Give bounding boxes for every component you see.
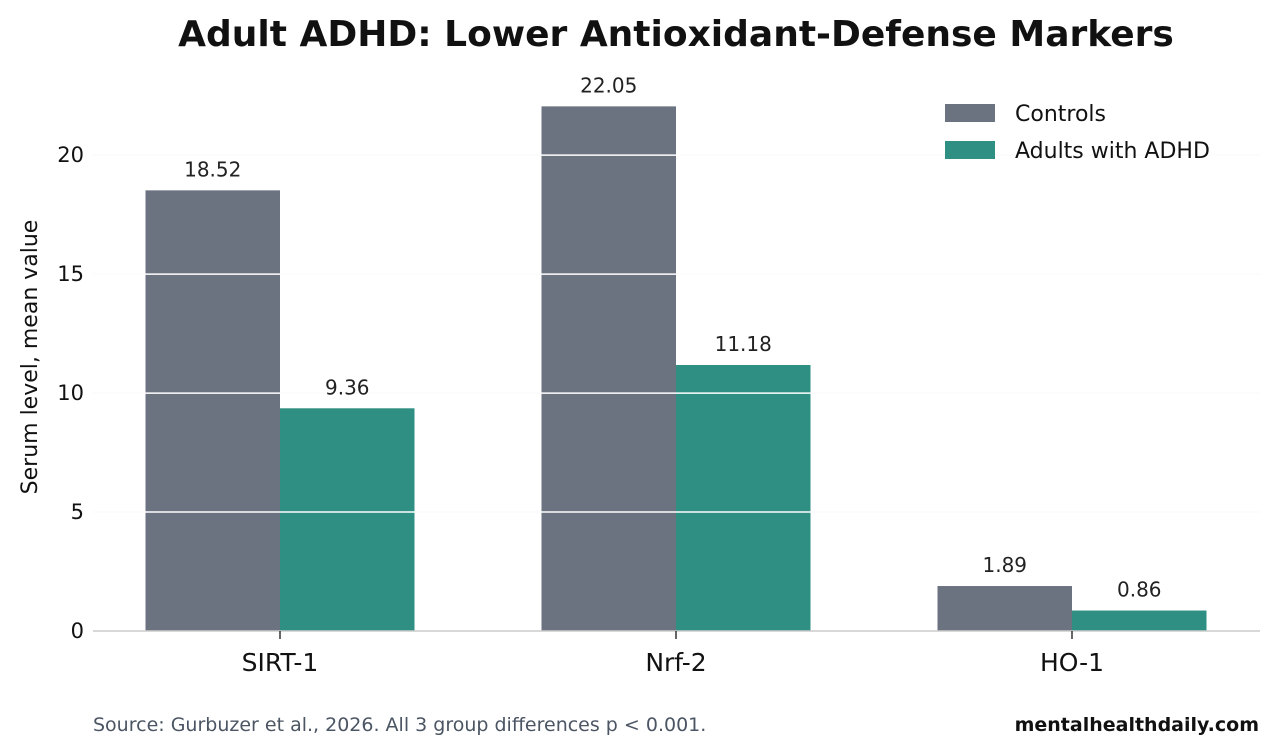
legend-swatch-adhd [945,141,995,159]
data-label-ho-1-controls: 1.89 [982,553,1027,577]
x-tick-labels: SIRT-1 Nrf-2 HO-1 [242,648,1104,677]
x-tick-label-ho-1: HO-1 [1040,648,1104,677]
footer-brand: mentalhealthdaily.com [1015,714,1259,736]
bar-ho-1-adhd [1072,610,1207,631]
chart-title: Adult ADHD: Lower Antioxidant-Defense Ma… [178,14,1174,55]
legend-label-adhd: Adults with ADHD [1015,139,1210,164]
bar-nrf-2-adhd [676,364,811,631]
grid-lines-overlay [93,154,1260,513]
data-label-sirt-1-controls: 18.52 [184,157,241,181]
tick-marks [279,631,1073,639]
x-tick-label-sirt-1: SIRT-1 [242,648,319,677]
y-tick-label-2: 10 [57,381,84,405]
data-label-nrf-2-adhd: 11.18 [715,332,772,356]
bar-nrf-2-controls [541,106,676,632]
y-tick-label-1: 5 [71,500,84,524]
data-label-ho-1-adhd: 0.86 [1117,578,1162,602]
data-label-sirt-1-adhd: 9.36 [325,375,370,399]
y-tick-label-3: 15 [57,262,84,286]
bars [145,106,1207,632]
y-tick-label-4: 20 [57,143,84,167]
bar-sirt-1-controls [145,190,280,631]
legend-label-controls: Controls [1015,102,1106,127]
y-axis-label: Serum level, mean value [18,220,43,495]
data-label-nrf-2-controls: 22.05 [580,73,637,97]
y-tick-labels: 0 5 10 15 20 [57,143,84,643]
bar-ho-1-controls [937,586,1072,631]
y-tick-label-0: 0 [71,619,84,643]
legend: Controls Adults with ADHD [945,102,1210,164]
bar-sirt-1-adhd [280,408,415,631]
data-labels: 18.52 22.05 1.89 9.36 11.18 0.86 [184,73,1161,601]
footer-source: Source: Gurbuzer et al., 2026. All 3 gro… [93,714,706,736]
legend-swatch-controls [945,104,995,122]
x-tick-label-nrf-2: Nrf-2 [645,648,706,677]
